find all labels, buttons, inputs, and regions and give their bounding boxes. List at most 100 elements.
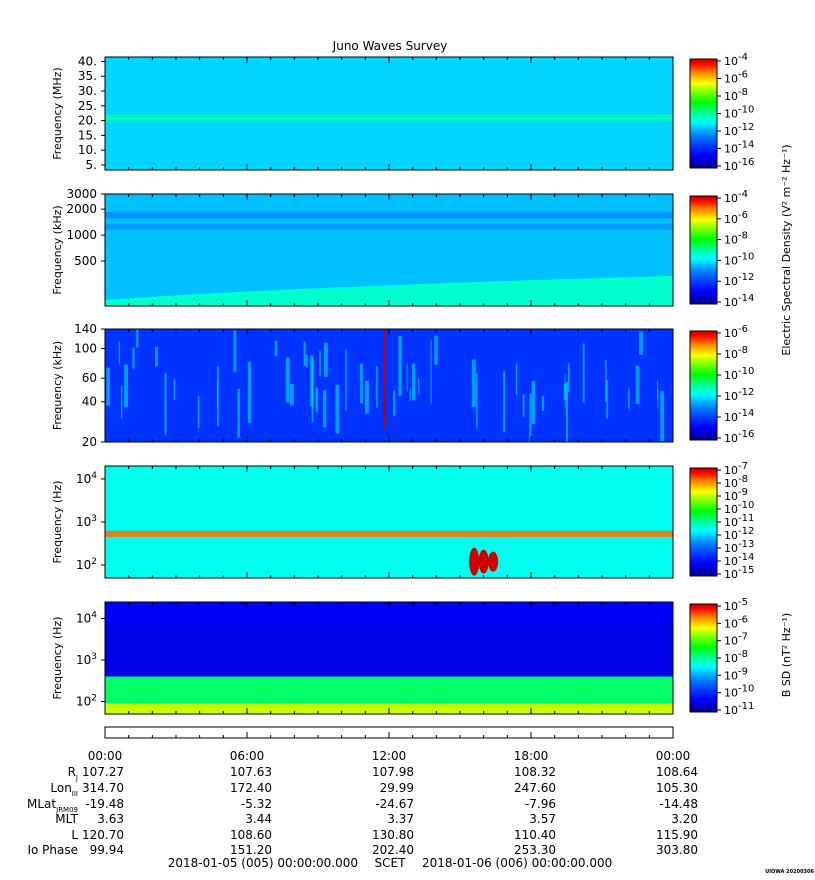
colorbar-tick-label: 10-14: [724, 293, 754, 309]
spectrogram-background: [105, 329, 673, 442]
time-axis-label: 00:00: [88, 749, 123, 763]
emission-burst: [605, 359, 607, 402]
emission-blob: [469, 547, 480, 576]
emission-band: [105, 223, 673, 230]
ephemeris-value: -14.48: [659, 797, 698, 811]
y-tick-label: 35.: [78, 69, 97, 83]
y-axis-label: Frequency (kHz): [51, 205, 64, 294]
ephemeris-value: 107.98: [372, 765, 414, 779]
emission-burst: [290, 383, 294, 406]
end-time: 2018-01-06 (006) 00:00:00.000: [422, 856, 612, 870]
ephemeris-row-label: LonIII: [50, 781, 78, 798]
y-tick-label: 5.: [86, 158, 97, 172]
emission-burst: [120, 385, 123, 419]
colorbar-tick-label: 10-8: [724, 649, 748, 665]
ephemeris-value: 253.30: [514, 843, 556, 857]
emission-burst: [434, 335, 438, 365]
emission-burst: [564, 374, 566, 408]
emission-burst: [503, 371, 506, 432]
y-tick-label: 15.: [78, 128, 97, 142]
ephemeris-value: 314.70: [82, 781, 124, 795]
emission-burst: [406, 363, 408, 392]
emission-burst: [522, 394, 525, 417]
colorbar-tick-label: 10-4: [724, 52, 748, 68]
colorbar-tick-label: 10-8: [724, 87, 748, 103]
y-tick-label: 60: [82, 371, 97, 385]
emission-burst: [409, 388, 411, 401]
colorbar-tick-label: 10-6: [724, 324, 748, 340]
colorbar-tick-label: 10-7: [724, 632, 748, 648]
y-tick-label: 1000: [66, 228, 97, 242]
colorbar-tick-label: 10-5: [724, 597, 748, 613]
colorbar-tick-label: 10-15: [724, 565, 754, 581]
colorbar-tick-label: 10-14: [724, 408, 754, 424]
time-axis-label: 18:00: [514, 749, 549, 763]
emission-burst: [132, 347, 135, 369]
emission-band: [105, 530, 673, 537]
spectrogram-panels: 5.10.15.20.25.30.35.40. Frequency (MHz) 10…: [51, 52, 754, 717]
emission-burst: [164, 373, 167, 435]
emission-burst: [345, 349, 347, 410]
ephemeris-value: 107.27: [82, 765, 124, 779]
y-tick-label: 30.: [78, 84, 97, 98]
emission-burst: [529, 393, 532, 442]
colorbar-tick-label: 10-6: [724, 70, 748, 86]
spectrogram-panel-3: 140 100 60 40 20 Frequency (kHz) 10-6 10-8 10-10…: [51, 322, 754, 449]
ephemeris-row-label: L: [71, 828, 78, 842]
time-axis-label: 06:00: [230, 749, 265, 763]
ephemeris-value: 151.20: [230, 843, 272, 857]
ephemeris-value: 3.37: [387, 812, 414, 826]
emission-blob: [478, 549, 489, 574]
emission-burst: [393, 390, 396, 416]
ephemeris-value: 99.94: [90, 843, 124, 857]
ephemeris-value: -5.32: [241, 797, 272, 811]
colorbar-tick-label: 10-10: [724, 684, 754, 700]
colorbar-tick-label: 10-14: [724, 140, 754, 156]
y-tick-label: 25.: [78, 99, 97, 113]
y-tick-label: 140: [74, 322, 97, 336]
ephemeris-value: 172.40: [230, 781, 272, 795]
ephemeris-value: 107.63: [230, 765, 272, 779]
emission-spike: [383, 329, 386, 429]
emission-burst: [154, 346, 159, 367]
ephemeris-value: 105.30: [656, 781, 698, 795]
ephemeris-value: 3.20: [671, 812, 698, 826]
ephemeris-value: -7.96: [525, 797, 556, 811]
ephemeris-value: 247.60: [514, 781, 556, 795]
colorbar-tick-label: 10-12: [724, 272, 754, 288]
emission-burst: [197, 396, 200, 428]
start-time: 2018-01-05 (005) 00:00:00.000: [168, 856, 358, 870]
emission-burst: [635, 365, 640, 404]
emission-burst: [217, 366, 219, 427]
footer-tag: UIOWA 20200306: [765, 869, 814, 875]
emission-burst: [233, 330, 237, 373]
y-tick-label: 10.: [78, 143, 97, 157]
ephemeris-value: 202.40: [372, 843, 414, 857]
colorbar-tick-label: 10-9: [724, 666, 748, 682]
emission-burst: [531, 380, 536, 425]
colorbar-tick-label: 10-12: [724, 122, 754, 138]
y-tick-label: 103: [76, 514, 97, 529]
emission-burst: [322, 390, 327, 428]
emission-burst: [515, 363, 518, 395]
spectrogram-background: [105, 57, 673, 170]
emission-burst: [274, 340, 278, 357]
emission-burst: [106, 367, 110, 406]
colorbar-tick-label: 10-12: [724, 387, 754, 403]
ephemeris-value: 108.60: [230, 828, 272, 842]
y-tick-label: 20.: [78, 114, 97, 128]
colorbar-tick-label: 10-4: [724, 189, 748, 205]
y-axis-label: Frequency (Hz): [51, 617, 64, 700]
y-axis-label: Frequency (MHz): [51, 67, 64, 159]
ephemeris-row-label: MLT: [55, 812, 78, 826]
emission-burst: [124, 364, 129, 408]
ephemeris-value: 108.64: [656, 765, 698, 779]
electric-colorbar-label: Electric Spectral Density (V² m⁻² Hz⁻¹): [780, 144, 793, 355]
colorbar: [689, 195, 718, 305]
emission-burst: [471, 359, 476, 408]
colorbar-tick-label: 10-6: [724, 210, 748, 226]
colorbar: [689, 603, 718, 713]
ephemeris-value: 120.70: [82, 828, 124, 842]
